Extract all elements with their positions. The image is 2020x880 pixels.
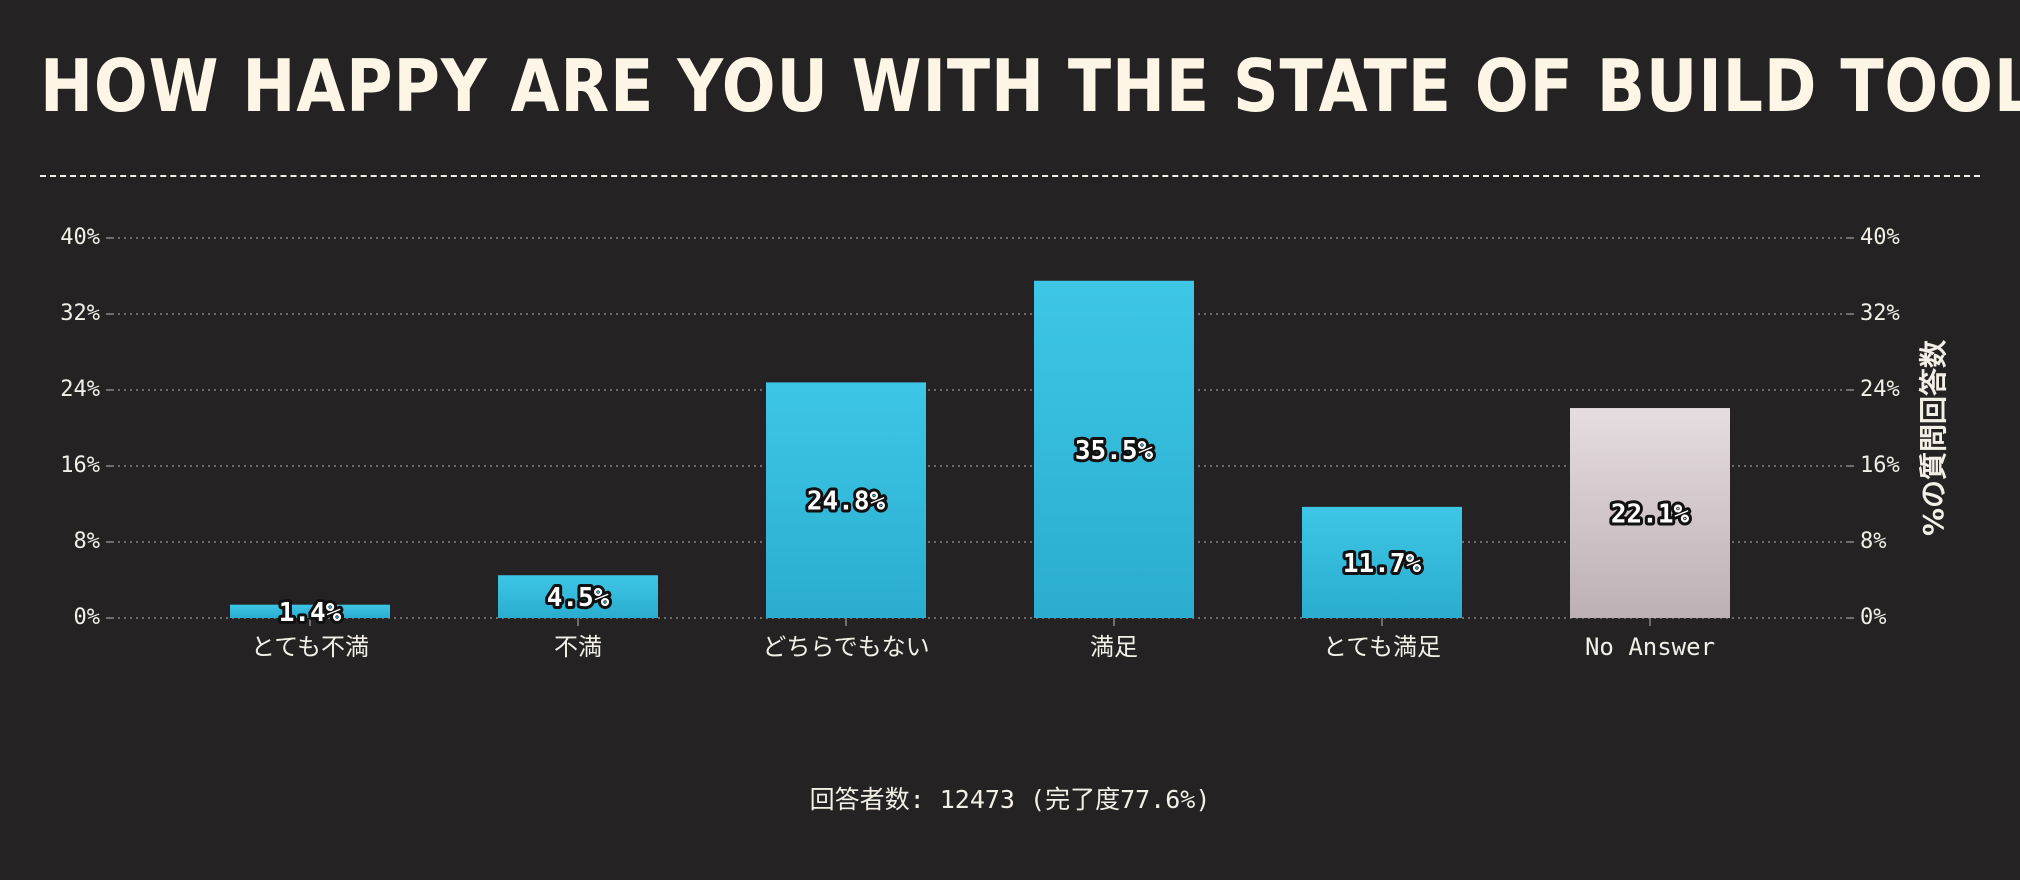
data-label: 22.1% bbox=[1611, 500, 1690, 530]
y-tick-label-right: 16% bbox=[1860, 453, 1900, 478]
y-tick-label-right: 40% bbox=[1860, 225, 1900, 250]
y-tick-label-right: 32% bbox=[1860, 301, 1900, 326]
respondents-footer: 回答者数: 12473 (完了度77.6%) bbox=[809, 785, 1211, 814]
bars bbox=[230, 280, 1730, 618]
y-tick-label-right: 8% bbox=[1860, 529, 1887, 554]
x-tick-label: どちらでもない bbox=[762, 633, 929, 661]
bar bbox=[1034, 280, 1194, 618]
y-tick-label-left: 8% bbox=[74, 529, 101, 554]
title-divider bbox=[40, 175, 1980, 177]
data-label: 1.4% bbox=[279, 598, 342, 628]
x-tick-label: とても不満 bbox=[251, 633, 369, 661]
labels: 0% 0% 8% 8% 16% 16% 24% 24% 32% 32% 40% 40% とても不満 1.4… bbox=[60, 225, 1950, 661]
y-axis-label: %の質問回答数 bbox=[1917, 339, 1950, 536]
bar bbox=[1302, 506, 1462, 618]
x-tick-label: No Answer bbox=[1585, 633, 1715, 661]
x-tick-label: とても満足 bbox=[1323, 633, 1441, 661]
y-tick-label-left: 24% bbox=[60, 377, 100, 402]
y-tick-label-right: 0% bbox=[1860, 605, 1887, 630]
data-label: 35.5% bbox=[1075, 436, 1154, 466]
data-label: 11.7% bbox=[1343, 549, 1422, 579]
y-tick-label-left: 0% bbox=[74, 605, 101, 630]
x-tick-label: 不満 bbox=[554, 633, 602, 661]
y-tick-label-left: 16% bbox=[60, 453, 100, 478]
grid-lines bbox=[106, 237, 1854, 626]
y-tick-label-left: 40% bbox=[60, 225, 100, 250]
bar bbox=[766, 382, 926, 618]
bar-chart: 0% 0% 8% 8% 16% 16% 24% 24% 32% 32% 40% 40% とても不満 1.4… bbox=[60, 225, 1950, 661]
bar bbox=[1570, 408, 1730, 618]
y-tick-label-left: 32% bbox=[60, 301, 100, 326]
bar bbox=[230, 604, 390, 618]
x-tick-label: 満足 bbox=[1090, 633, 1138, 661]
y-tick-label-right: 24% bbox=[1860, 377, 1900, 402]
chart-title: HOW HAPPY ARE YOU WITH THE STATE OF BUIL… bbox=[40, 44, 2020, 128]
data-label: 4.5% bbox=[547, 583, 610, 613]
bar bbox=[498, 575, 658, 618]
data-label: 24.8% bbox=[807, 487, 886, 517]
